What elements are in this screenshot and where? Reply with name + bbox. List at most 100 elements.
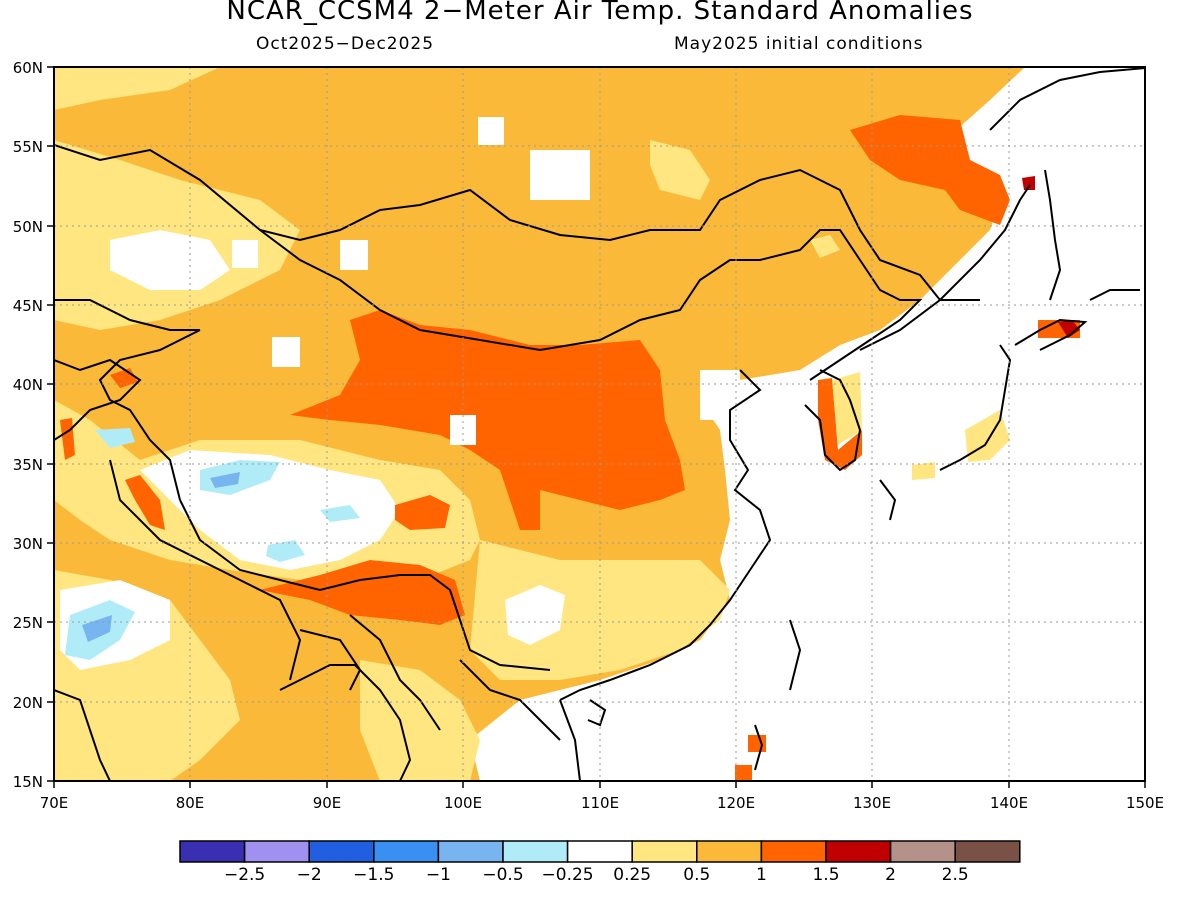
india-coast-east — [279, 664, 412, 781]
border-myanmar — [349, 614, 441, 731]
lon-label: 150E — [1126, 794, 1164, 812]
graticule — [54, 67, 1145, 781]
colorbar-label: −2.5 — [224, 865, 265, 885]
border-bangladesh — [299, 629, 362, 691]
map-title: NCAR_CCSM4 2−Meter Air Temp. Standard An… — [226, 0, 974, 26]
lon-label: 80E — [176, 794, 205, 812]
longitude-labels: 70E 80E 90E 100E 110E 120E 130E 140E 150… — [40, 794, 1164, 812]
axis-ticks — [47, 66, 1146, 788]
colorbar-label: −2 — [297, 865, 322, 885]
colorbar-swatch — [566, 840, 633, 863]
anomaly-1.5-india — [125, 475, 165, 530]
anomaly-0.5-japan2 — [912, 462, 935, 480]
lon-label: 130E — [853, 794, 891, 812]
colorbar-label: 1 — [756, 865, 767, 885]
anomaly-0.5-mongolia — [650, 140, 710, 200]
border-laos — [459, 659, 561, 741]
lat-label: 50N — [13, 218, 43, 236]
lat-label: 30N — [13, 535, 43, 553]
border-china-west — [98, 329, 201, 501]
lat-label: 55N — [13, 138, 43, 156]
colorbar-swatch — [760, 840, 827, 863]
bay-mask — [700, 370, 740, 420]
china-coast — [559, 369, 772, 701]
initial-conditions: May2025 initial conditions — [674, 34, 924, 54]
colorbar-label: 0.25 — [613, 865, 651, 885]
colorbar-label: −0.5 — [482, 865, 523, 885]
anomaly-white-sichuan — [505, 585, 565, 645]
lon-label: 100E — [444, 794, 482, 812]
lake-mask — [232, 240, 258, 268]
border-central-asia — [54, 358, 142, 441]
colorbar-swatch — [954, 840, 1021, 863]
anomaly-1.5-himalaya — [260, 560, 465, 625]
lat-label: 40N — [13, 376, 43, 394]
colorbar-label: −1 — [426, 865, 451, 885]
anomaly-0.5-north — [54, 67, 220, 110]
colorbar-label: 2.5 — [942, 865, 969, 885]
colorbar-swatch — [373, 840, 440, 863]
sakhalin — [1044, 169, 1062, 301]
colorbar-label: −1.5 — [353, 865, 394, 885]
anomaly-cyan-hindu — [95, 428, 135, 448]
japan-kyushu — [879, 479, 897, 521]
coastlines — [54, 67, 1145, 781]
lon-label: 70E — [40, 794, 69, 812]
anomaly-white-kazakh — [110, 230, 230, 290]
latitude-labels: 60N 55N 50N 45N 40N 35N 30N 25N 20N 15N — [13, 59, 43, 791]
colorbar-label: −0.25 — [542, 865, 594, 885]
philippines — [789, 619, 802, 691]
anomaly-cyan-tibet2 — [266, 540, 305, 562]
lat-label: 25N — [13, 614, 43, 632]
japan-honshu — [939, 344, 1012, 471]
lat-label: 35N — [13, 456, 43, 474]
anomaly-1.5-taiwan2 — [735, 765, 752, 781]
anomaly-field — [54, 67, 1145, 781]
lon-label: 140E — [990, 794, 1028, 812]
lat-label: 15N — [13, 773, 43, 791]
taiwan — [754, 724, 764, 771]
border-himalaya — [179, 499, 551, 671]
colorbar-label: 0.5 — [683, 865, 710, 885]
anomaly-blue-pak — [82, 615, 112, 642]
colorbar-swatch — [308, 840, 375, 863]
colorbar-label: 1.5 — [812, 865, 839, 885]
lon-label: 120E — [717, 794, 755, 812]
colorbar-swatch — [179, 840, 246, 863]
anomaly-cyan-tibet3 — [320, 505, 360, 522]
anomaly-2-hokkaido — [1058, 320, 1080, 338]
korea-peninsula — [804, 369, 862, 472]
anomaly-1.5-amur — [850, 115, 1010, 225]
india-coast-west — [54, 689, 111, 781]
colorbar-swatch — [696, 840, 763, 863]
hainan — [587, 699, 607, 727]
anomaly-2-kuril — [1022, 176, 1035, 190]
lat-label: 20N — [13, 694, 43, 712]
russia-coast — [989, 67, 1145, 131]
anomaly-0.5-korea — [832, 372, 862, 445]
lake-mask — [478, 117, 504, 145]
anomaly-1.5-central — [290, 310, 685, 530]
lake-baikal-mask — [530, 150, 590, 200]
lon-label: 90E — [313, 794, 342, 812]
anomaly-1.5-taiwan — [748, 735, 766, 752]
kamchatka-kuril — [1089, 289, 1140, 301]
lat-label: 45N — [13, 297, 43, 315]
colorbar-label: 2 — [885, 865, 896, 885]
colorbar-swatch — [243, 840, 310, 863]
anomaly-1.5-qinghai — [395, 495, 450, 530]
colorbar-swatch — [889, 840, 956, 863]
anomaly-1.5-korea — [818, 378, 862, 470]
lake-mask — [272, 337, 300, 367]
national-borders — [54, 144, 980, 741]
lat-label: 60N — [13, 59, 43, 77]
forecast-period: Oct2025−Dec2025 — [256, 34, 435, 54]
border-china-north — [259, 229, 923, 381]
russia-coast-south — [859, 184, 1031, 351]
colorbar-swatch — [825, 840, 892, 863]
border-india — [109, 459, 302, 681]
lon-label: 110E — [581, 794, 619, 812]
colorbar-swatch — [631, 840, 698, 863]
colorbar-swatch — [437, 840, 504, 863]
lake-mask — [340, 240, 368, 270]
